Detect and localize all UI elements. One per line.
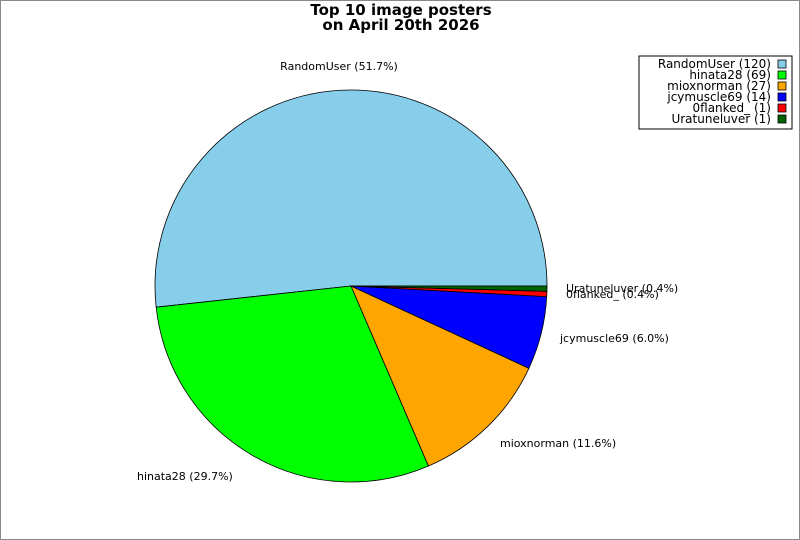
legend-label-hinata28: hinata28 (69) xyxy=(689,68,771,82)
slice-label-jcymuscle69: jcymuscle69 (6.0%) xyxy=(559,332,669,345)
legend-swatch-mioxnorman xyxy=(777,81,787,91)
legend-label-randomuser: RandomUser (120) xyxy=(658,57,771,71)
pie-slice-randomuser xyxy=(154,89,548,308)
chart-title: Top 10 image posters on April 20th 2026 xyxy=(1,1,799,34)
legend-swatch-0flanked- xyxy=(777,103,787,113)
slice-label-0flanked-: 0flanked_ (0.4%) xyxy=(566,288,659,301)
pie-slice-uratuneluver xyxy=(350,285,548,292)
legend-label-0flanked-: 0flanked_ (1) xyxy=(693,101,772,115)
slice-label-mioxnorman: mioxnorman (11.6%) xyxy=(500,437,616,450)
slice-label-hinata28: hinata28 (29.7%) xyxy=(137,470,233,483)
legend-label-uratuneluver: Uratuneluver (1) xyxy=(671,112,771,126)
legend-label-mioxnorman: mioxnorman (27) xyxy=(667,79,771,93)
slice-label-uratuneluver: Uratuneluver (0.4%) xyxy=(566,282,678,295)
legend-swatch-jcymuscle69 xyxy=(777,92,787,102)
chart-title-line-1: Top 10 image posters xyxy=(310,1,492,19)
legend-swatch-hinata28 xyxy=(777,70,787,80)
chart-title-line-2: on April 20th 2026 xyxy=(322,16,480,34)
slice-label-randomuser: RandomUser (51.7%) xyxy=(280,60,398,73)
legend-label-jcymuscle69: jcymuscle69 (14) xyxy=(666,90,771,104)
pie-slice-mioxnorman xyxy=(350,285,530,467)
legend-swatch-uratuneluver xyxy=(777,114,787,124)
pie-slice-hinata28 xyxy=(155,285,429,483)
legend-box xyxy=(638,55,793,130)
legend-swatch-randomuser xyxy=(777,59,787,69)
